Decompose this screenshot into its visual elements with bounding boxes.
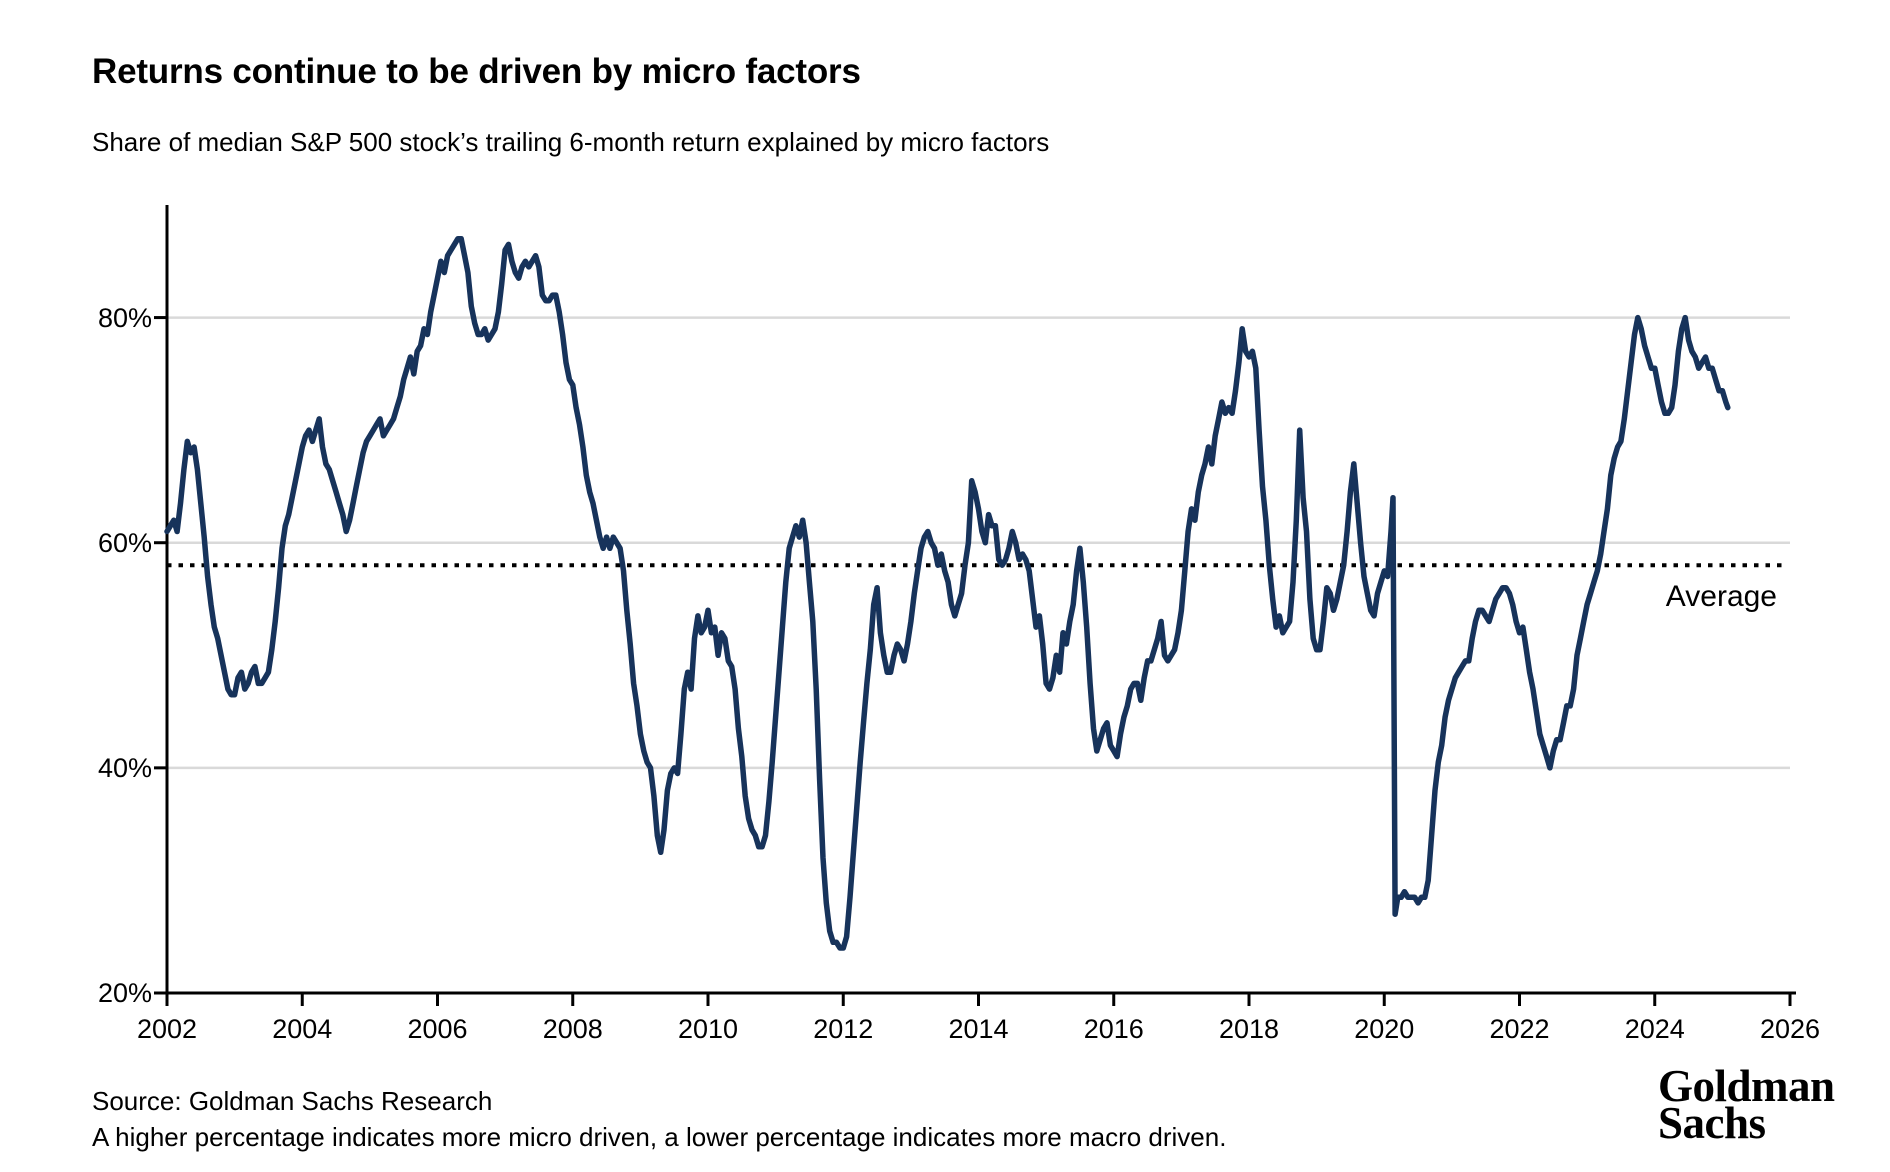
y-tick-label: 20%	[97, 978, 152, 1008]
source-text: Source: Goldman Sachs Research	[92, 1086, 493, 1116]
x-tick-label: 2008	[542, 1014, 603, 1044]
logo-line-1: Goldman	[1658, 1061, 1835, 1111]
average-line-label: Average	[1665, 580, 1777, 613]
x-tick-label: 2012	[813, 1014, 874, 1044]
x-tick-label: 2006	[407, 1014, 468, 1044]
x-tick-label: 2002	[136, 1014, 198, 1044]
series-line	[164, 236, 1731, 951]
x-tick-label: 2004	[272, 1014, 333, 1044]
x-tick-label: 2018	[1218, 1014, 1280, 1044]
goldman-sachs-logo: Goldman Sachs	[1658, 1061, 1835, 1148]
x-tick-label: 2024	[1624, 1014, 1685, 1044]
footnote-text: A higher percentage indicates more micro…	[92, 1122, 1227, 1152]
x-tick-label: 2016	[1083, 1014, 1144, 1044]
chart-subtitle: Share of median S&P 500 stock’s trailing…	[92, 127, 1050, 157]
x-tick-label: 2026	[1759, 1014, 1821, 1044]
y-tick-label: 60%	[97, 527, 152, 558]
logo-line-2: Sachs	[1658, 1098, 1766, 1148]
x-tick-label: 2010	[677, 1014, 739, 1044]
x-tick-label: 2022	[1489, 1014, 1550, 1044]
chart-title: Returns continue to be driven by micro f…	[92, 52, 861, 91]
y-tick-label: 40%	[97, 752, 152, 783]
x-tick-label: 2014	[948, 1014, 1009, 1044]
x-tick-label: 2020	[1354, 1014, 1415, 1044]
y-tick-label: 80%	[97, 302, 152, 333]
